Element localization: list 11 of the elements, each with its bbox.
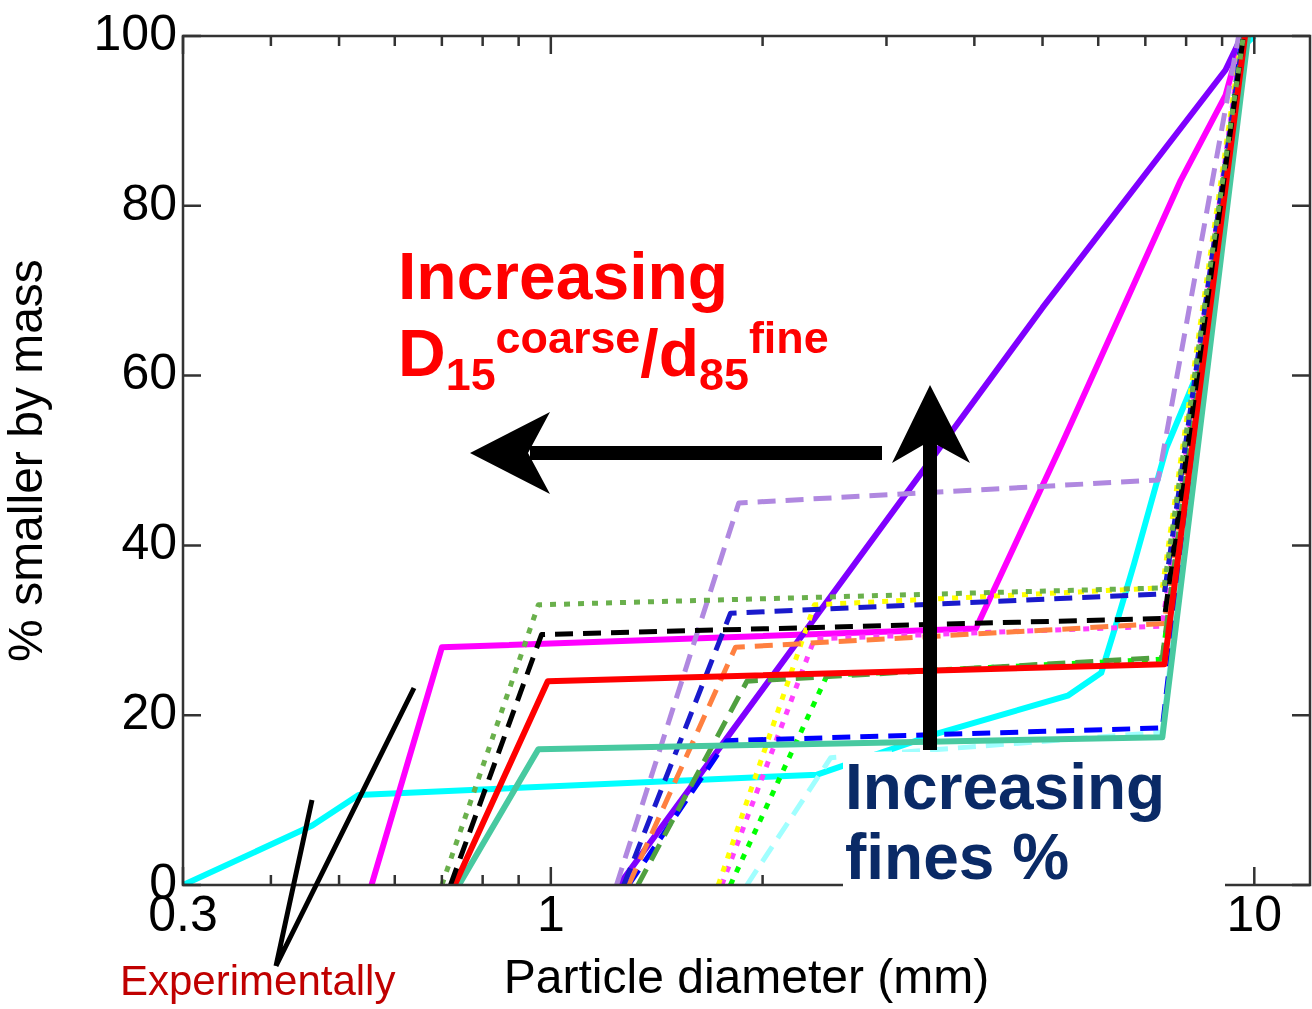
y-tick-label: 40 xyxy=(121,514,177,571)
y-tick-label: 80 xyxy=(121,174,177,231)
x-tick-label: 10 xyxy=(1226,885,1283,942)
y-tick-label: 60 xyxy=(121,344,177,401)
y-axis-title: % smaller by mass xyxy=(0,259,53,662)
y-tick-label: 100 xyxy=(93,4,177,61)
annotation: Increasing fines % xyxy=(843,751,1225,894)
y-tick-label: 20 xyxy=(121,683,177,740)
text: Experimentally xyxy=(120,957,396,1005)
x-tick-label: 1 xyxy=(536,885,565,942)
x-axis-title: Particle diameter (mm) xyxy=(503,950,990,1004)
